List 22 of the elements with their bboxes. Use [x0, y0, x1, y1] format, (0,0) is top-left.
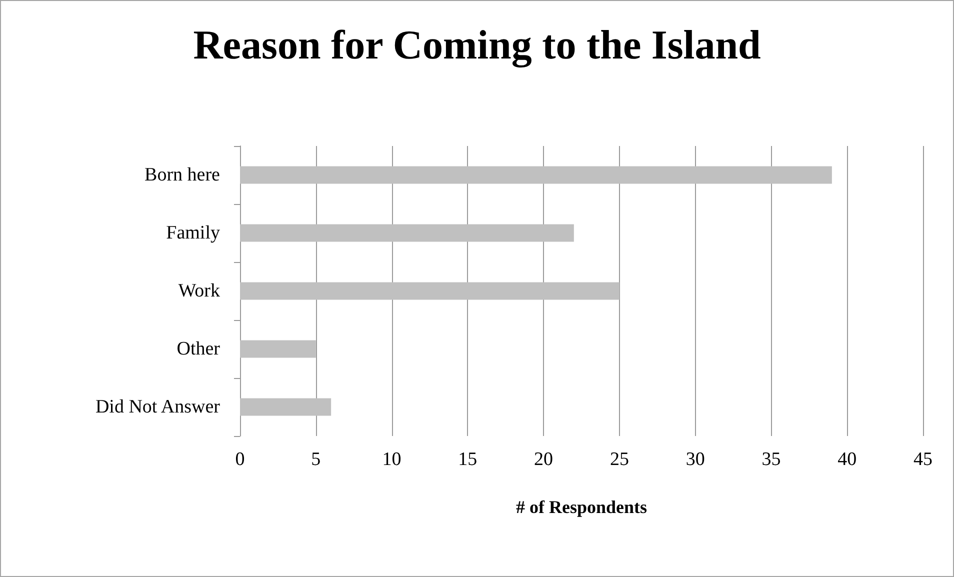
- x-tick-label: 45: [914, 449, 932, 470]
- bar: [240, 282, 620, 300]
- bar: [240, 224, 574, 242]
- x-tick-label: 10: [382, 449, 402, 470]
- bar: [240, 398, 332, 416]
- x-tick-label: 35: [762, 449, 781, 470]
- x-tick-label: 40: [838, 449, 857, 470]
- y-tick-label: Born here: [144, 164, 220, 186]
- x-tick-label: 25: [610, 449, 629, 470]
- bar: [240, 166, 832, 184]
- y-tick-label: Other: [176, 338, 221, 360]
- x-tick-label: 0: [235, 449, 245, 470]
- x-axis-title: # of Respondents: [516, 497, 648, 517]
- x-tick-label: 5: [311, 449, 321, 470]
- chart-title: Reason for Coming to the Island: [193, 22, 761, 68]
- x-tick-label: 30: [686, 449, 705, 470]
- y-tick-label: Family: [166, 222, 220, 244]
- x-tick-label: 20: [534, 449, 554, 470]
- x-tick-label: 15: [458, 449, 478, 470]
- y-tick-label: Did Not Answer: [95, 396, 221, 418]
- bar: [240, 340, 316, 358]
- y-tick-label: Work: [178, 280, 220, 302]
